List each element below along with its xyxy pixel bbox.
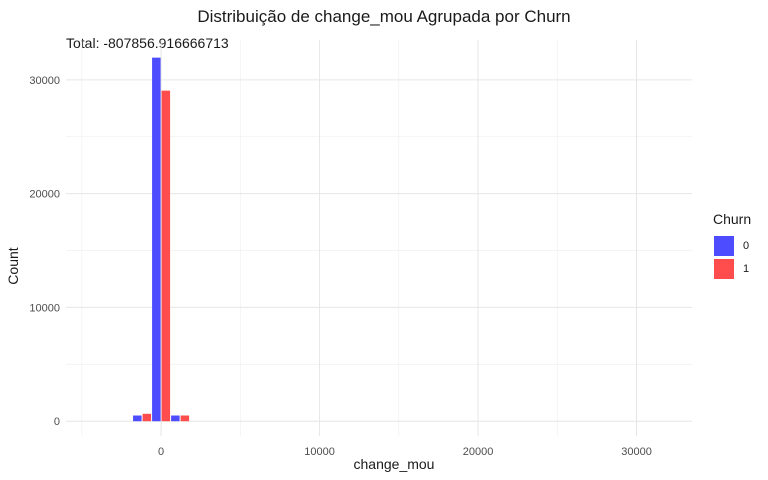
y-tick-label: 30000 xyxy=(29,75,60,87)
legend-label-1: 1 xyxy=(743,263,750,275)
bars xyxy=(133,57,190,422)
x-tick-label: 30000 xyxy=(621,446,652,458)
legend-key-1 xyxy=(714,259,734,279)
bar-series-0 xyxy=(171,415,180,422)
bar-series-1 xyxy=(142,413,152,422)
y-tick-label: 20000 xyxy=(29,189,60,201)
chart-subtitle: Total: -807856.916666713 xyxy=(66,35,229,51)
bar-series-1 xyxy=(180,415,190,422)
bar-series-0 xyxy=(152,57,161,422)
chart-title: Distribuição de change_mou Agrupada por … xyxy=(197,7,571,26)
legend-item-0: 0 xyxy=(714,236,749,256)
x-tick-label: 10000 xyxy=(304,446,335,458)
legend-key-0 xyxy=(714,236,734,256)
bar-series-0 xyxy=(133,415,142,422)
x-tick-label: 20000 xyxy=(463,446,494,458)
grid-lines xyxy=(66,40,692,436)
x-axis-title: change_mou xyxy=(353,456,435,472)
x-tick-label: 0 xyxy=(158,446,164,458)
legend-title: Churn xyxy=(713,211,752,227)
y-axis-title: Count xyxy=(5,247,21,285)
bar-series-1 xyxy=(161,90,171,422)
y-tick-label: 0 xyxy=(54,416,60,428)
legend-label-0: 0 xyxy=(743,240,750,252)
legend-item-1: 1 xyxy=(714,259,749,279)
y-tick-label: 10000 xyxy=(29,302,60,314)
tick-labels: 0 10000 20000 30000 0 10000 20000 30000 xyxy=(29,75,651,458)
